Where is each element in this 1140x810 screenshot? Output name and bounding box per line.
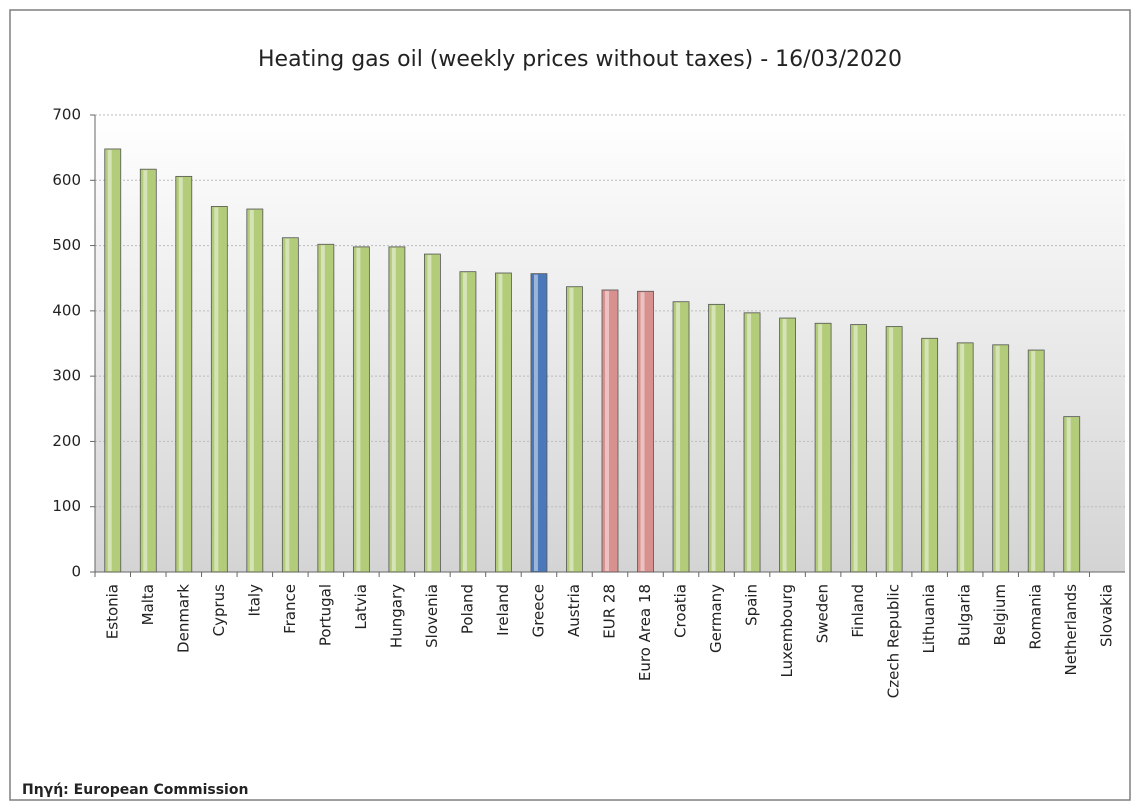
bar-shine — [1066, 417, 1071, 571]
bar — [850, 324, 868, 573]
bar — [530, 273, 548, 573]
bar — [1027, 349, 1045, 573]
bar-shine — [533, 274, 538, 571]
x-tick-label: Netherlands — [1062, 584, 1080, 676]
bar — [921, 337, 939, 573]
chart-title: Heating gas oil (weekly prices without t… — [258, 47, 902, 72]
bar — [637, 290, 654, 573]
bar — [246, 208, 264, 573]
bar-shine — [320, 245, 325, 571]
bar-shine — [214, 207, 219, 571]
bar-shine — [462, 272, 467, 571]
bar — [992, 344, 1010, 573]
y-tick-label: 200 — [52, 432, 81, 450]
bar-shine — [818, 324, 823, 571]
bar-shine — [569, 287, 574, 571]
bar — [672, 301, 690, 573]
x-tick-label: Austria — [565, 584, 583, 637]
bar-shine — [356, 247, 361, 571]
x-tick-label: Hungary — [387, 584, 405, 648]
y-tick-label: 100 — [52, 497, 81, 515]
x-tick-label: Poland — [458, 584, 476, 634]
x-tick-label: Spain — [743, 584, 761, 626]
bar-shine — [782, 319, 787, 571]
bar-shine — [178, 177, 183, 571]
bar-shine — [747, 313, 752, 571]
source-note: Πηγή: European Commission — [22, 782, 248, 798]
y-tick-label: 0 — [71, 563, 81, 581]
bar — [885, 326, 903, 573]
bar-shine — [711, 305, 716, 571]
y-tick-label: 700 — [52, 106, 81, 124]
y-tick-label: 300 — [52, 367, 81, 385]
x-tick-label: Finland — [849, 584, 867, 638]
bar-shine — [498, 273, 503, 571]
bar — [956, 342, 974, 573]
bar-shine — [143, 170, 148, 572]
y-tick-label: 600 — [52, 171, 81, 189]
x-tick-label: Estonia — [103, 584, 121, 639]
x-tick-label: Germany — [707, 584, 725, 653]
bar — [281, 237, 299, 573]
bar — [317, 243, 335, 573]
bar — [566, 286, 583, 573]
x-tick-label: Romania — [1027, 584, 1045, 650]
bar-shine — [676, 302, 681, 571]
bar-shine — [640, 292, 645, 571]
bar — [743, 312, 761, 573]
bar-shine — [995, 345, 1000, 571]
bar — [424, 253, 441, 573]
bar-shine — [889, 327, 894, 571]
x-tick-label: Cyprus — [210, 584, 228, 637]
x-tick-label: Latvia — [352, 584, 370, 630]
bar — [352, 246, 370, 573]
bar — [495, 272, 512, 573]
bar-shine — [605, 290, 609, 571]
x-tick-label: Croatia — [672, 584, 690, 638]
bar — [779, 317, 796, 573]
y-tick-label: 500 — [52, 236, 81, 254]
x-tick-label: Portugal — [316, 584, 334, 646]
bar — [708, 303, 725, 573]
bar-shine — [427, 255, 432, 571]
x-tick-label: Belgium — [991, 584, 1009, 646]
bar — [139, 168, 157, 573]
bar — [601, 289, 619, 573]
x-tick-label: Sweden — [814, 584, 832, 643]
bar-shine — [924, 339, 929, 571]
x-tick-label: Slovenia — [423, 584, 441, 648]
bar — [104, 148, 122, 573]
x-tick-label: Italy — [245, 584, 263, 617]
bar — [1063, 416, 1081, 573]
bar-shine — [960, 343, 965, 571]
x-tick-label: Bulgaria — [956, 584, 974, 646]
x-tick-label: Greece — [529, 584, 547, 637]
x-tick-label: Czech Republic — [885, 584, 903, 698]
bar-shine — [853, 325, 858, 571]
x-tick-label: France — [281, 584, 299, 634]
bar — [459, 271, 477, 573]
bar-shine — [285, 238, 290, 572]
y-tick-label: 400 — [52, 301, 81, 319]
bar-shine — [391, 247, 396, 571]
bar-shine — [249, 210, 254, 572]
x-tick-label: Ireland — [494, 584, 512, 636]
x-tick-label: Luxembourg — [778, 584, 796, 678]
x-tick-label: Slovakia — [1098, 584, 1116, 647]
x-tick-label: EUR 28 — [601, 584, 619, 639]
x-tick-label: Denmark — [174, 584, 192, 653]
bar — [388, 246, 406, 573]
bar — [175, 175, 193, 573]
x-tick-label: Malta — [139, 584, 157, 625]
bar-shine — [107, 149, 112, 571]
bar — [210, 205, 228, 573]
x-tick-label: Euro Area 18 — [636, 584, 654, 681]
x-tick-label: Lithuania — [920, 584, 938, 653]
bar — [814, 322, 832, 573]
bar-shine — [1031, 351, 1036, 571]
